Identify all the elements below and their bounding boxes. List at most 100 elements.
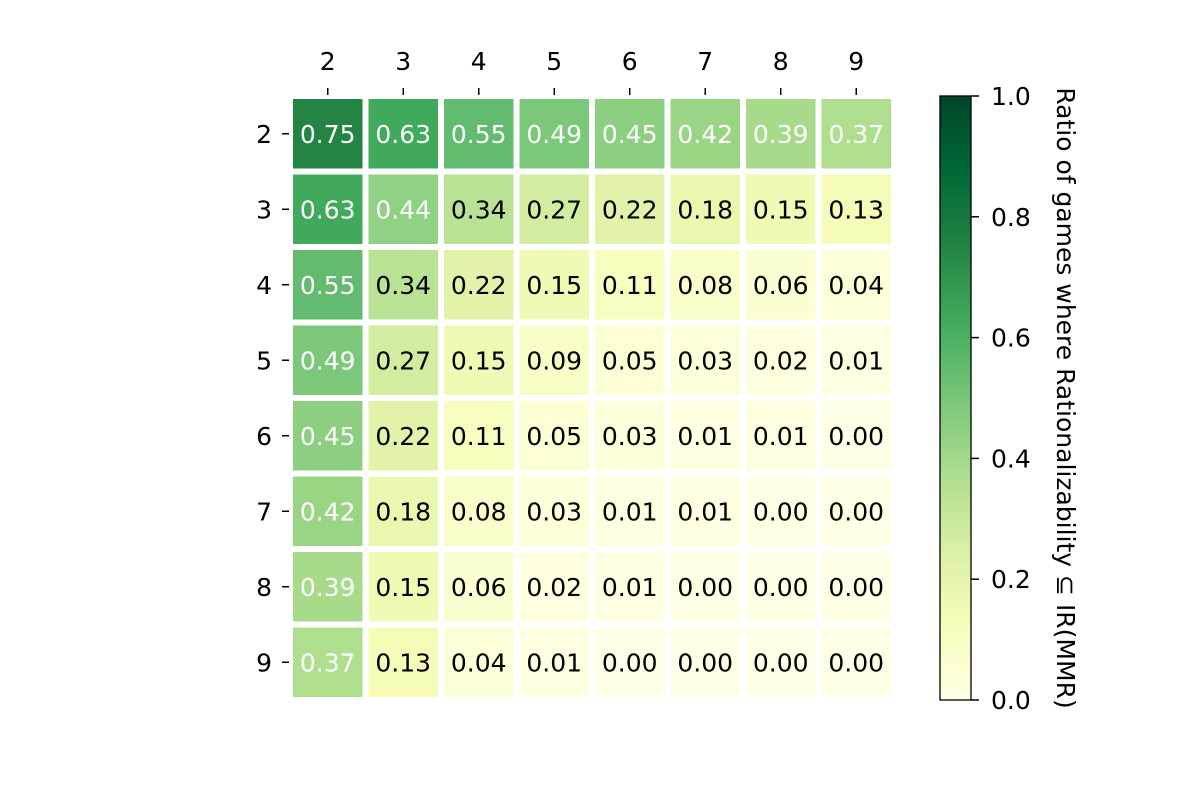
cell-value-label: 0.01 <box>828 346 884 375</box>
cell-value-label: 0.05 <box>602 346 658 375</box>
heatmap-cell <box>368 552 438 622</box>
cell-value-label: 0.18 <box>677 195 733 224</box>
x-tick-label: 6 <box>622 47 638 76</box>
x-tick-label: 9 <box>848 47 864 76</box>
heatmap-cell <box>595 250 665 320</box>
cell-value-label: 0.06 <box>451 573 507 602</box>
colorbar-label: Ratio of games where Rationalizability ⊆… <box>1051 87 1080 708</box>
heatmap-cell <box>670 174 740 244</box>
heatmap-cell <box>368 401 438 471</box>
x-tick-label: 2 <box>320 47 336 76</box>
heatmap-cell <box>368 325 438 395</box>
cell-value-label: 0.22 <box>375 422 431 451</box>
heatmap-cell <box>595 174 665 244</box>
cell-value-label: 0.01 <box>602 573 658 602</box>
y-tick-label: 8 <box>256 573 272 602</box>
heatmap-cell <box>670 325 740 395</box>
cell-value-label: 0.03 <box>526 497 582 526</box>
cell-value-label: 0.63 <box>300 195 356 224</box>
heatmap-cell <box>821 476 891 546</box>
heatmap-cell <box>293 99 363 169</box>
heatmap-cell <box>670 250 740 320</box>
heatmap-cell <box>821 552 891 622</box>
heatmap-cells: 0.75 0.63 0.55 0.49 0.45 0.42 0.39 0.37 0.63 0.44… <box>293 99 891 697</box>
colorbar-tick-label: 0.2 <box>991 565 1031 594</box>
colorbar-tick-label: 0.4 <box>991 444 1031 473</box>
cell-value-label: 0.11 <box>451 422 507 451</box>
cell-value-label: 0.15 <box>526 271 582 300</box>
heatmap-cell <box>368 627 438 697</box>
x-tick-label: 3 <box>395 47 411 76</box>
cell-value-label: 0.02 <box>526 573 582 602</box>
heatmap-cell <box>670 401 740 471</box>
cell-value-label: 0.49 <box>526 120 582 149</box>
cell-value-label: 0.55 <box>451 120 507 149</box>
cell-value-label: 0.01 <box>602 497 658 526</box>
heatmap-cell <box>821 99 891 169</box>
heatmap-cell <box>444 174 514 244</box>
cell-value-label: 0.09 <box>526 346 582 375</box>
cell-value-label: 0.22 <box>602 195 658 224</box>
cell-value-label: 0.39 <box>300 573 356 602</box>
heatmap-cell <box>368 250 438 320</box>
heatmap-cell <box>293 401 363 471</box>
heatmap-cell <box>444 250 514 320</box>
x-tick-label: 7 <box>697 47 713 76</box>
heatmap-cell <box>293 250 363 320</box>
x-tick-label: 5 <box>546 47 562 76</box>
heatmap-cell <box>670 552 740 622</box>
heatmap-cell <box>444 325 514 395</box>
heatmap-cell <box>595 552 665 622</box>
heatmap-cell <box>293 174 363 244</box>
cell-value-label: 0.37 <box>300 648 356 677</box>
cell-value-label: 0.06 <box>753 271 809 300</box>
heatmap-cell <box>821 250 891 320</box>
cell-value-label: 0.08 <box>451 497 507 526</box>
heatmap-cell <box>746 325 816 395</box>
cell-value-label: 0.37 <box>828 120 884 149</box>
heatmap-cell <box>519 325 589 395</box>
colorbar-gradient <box>939 95 972 701</box>
heatmap-cell <box>595 325 665 395</box>
heatmap-cell <box>746 99 816 169</box>
cell-value-label: 0.45 <box>602 120 658 149</box>
heatmap-cell <box>821 401 891 471</box>
cell-value-label: 0.01 <box>526 648 582 677</box>
heatmap-cell <box>746 627 816 697</box>
heatmap-cell <box>746 401 816 471</box>
y-tick-label: 6 <box>256 422 272 451</box>
cell-value-label: 0.00 <box>753 497 809 526</box>
x-tick-label: 8 <box>773 47 789 76</box>
heatmap-cell <box>444 99 514 169</box>
cell-value-label: 0.00 <box>828 573 884 602</box>
heatmap-cell <box>444 627 514 697</box>
heatmap-cell <box>293 476 363 546</box>
cell-value-label: 0.02 <box>753 346 809 375</box>
cell-value-label: 0.08 <box>677 271 733 300</box>
heatmap-cell <box>519 627 589 697</box>
cell-value-label: 0.04 <box>451 648 507 677</box>
x-tick-label: 4 <box>471 47 487 76</box>
y-axis-left: 2 3 4 5 6 7 8 9 <box>256 120 289 677</box>
cell-value-label: 0.27 <box>375 346 431 375</box>
cell-value-label: 0.18 <box>375 497 431 526</box>
cell-value-label: 0.13 <box>375 648 431 677</box>
heatmap-cell <box>595 401 665 471</box>
cell-value-label: 0.01 <box>753 422 809 451</box>
cell-value-label: 0.11 <box>602 271 658 300</box>
cell-value-label: 0.03 <box>677 346 733 375</box>
cell-value-label: 0.13 <box>828 195 884 224</box>
heatmap-cell <box>821 627 891 697</box>
heatmap-cell <box>293 627 363 697</box>
colorbar: 0.0 0.2 0.4 0.6 0.8 1.0 Ratio of games where … <box>939 82 1080 715</box>
heatmap-cell <box>519 174 589 244</box>
cell-value-label: 0.44 <box>375 195 431 224</box>
cell-value-label: 0.00 <box>677 648 733 677</box>
heatmap-cell <box>670 99 740 169</box>
heatmap-cell <box>670 476 740 546</box>
cell-value-label: 0.00 <box>602 648 658 677</box>
heatmap-cell <box>746 174 816 244</box>
heatmap-cell <box>444 401 514 471</box>
